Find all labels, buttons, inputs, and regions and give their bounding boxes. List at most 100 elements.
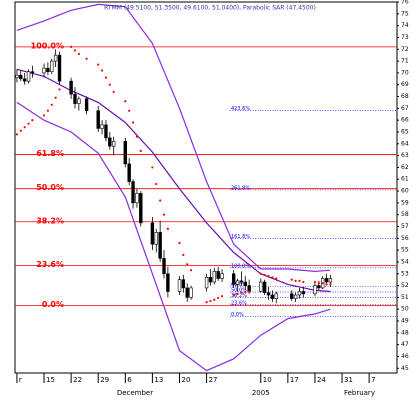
fib-label: 0.0% <box>42 300 64 309</box>
candle-body <box>177 279 182 292</box>
sar-dot <box>271 276 274 279</box>
sar-dot <box>155 182 158 186</box>
fib-label: 100.0% <box>31 41 64 50</box>
sar-dot <box>205 301 208 304</box>
x-tick-label: 27 <box>209 376 218 384</box>
candle-body <box>270 294 275 299</box>
candle-body <box>26 71 31 82</box>
candle-body <box>181 279 186 289</box>
sar-dot <box>124 100 127 103</box>
candle-body <box>30 71 35 74</box>
sar-dot <box>97 63 100 66</box>
sar-dot <box>58 88 61 91</box>
y-tick-label: 60 <box>401 188 409 195</box>
fib-ext-label: 0.0% <box>231 312 244 318</box>
sar-dot <box>321 282 324 285</box>
candle-body <box>53 54 58 62</box>
candle-body <box>189 287 193 298</box>
candle-body <box>57 54 62 82</box>
candle-body <box>42 67 46 74</box>
plot-frame <box>14 1 398 374</box>
y-tick-label: 76 <box>401 0 409 6</box>
sar-dot <box>259 272 262 275</box>
candle-body <box>204 276 209 289</box>
candle-body <box>185 287 189 298</box>
chart-title: RTMM (49.5100, 51.3500, 49.6100, 51.0400… <box>104 5 316 12</box>
sar-dot <box>166 227 169 230</box>
y-tick-label: 52 <box>401 282 409 289</box>
candle-body <box>84 98 89 112</box>
sar-dot <box>27 122 30 125</box>
y-tick-label: 66 <box>401 117 409 124</box>
fib-ext-label: 261.8% <box>231 185 250 191</box>
fib-label: 50.0% <box>36 183 64 192</box>
y-tick-label: 71 <box>401 58 409 65</box>
candle-body <box>108 137 112 147</box>
x-tick-label: 17 <box>290 376 299 384</box>
candle-body <box>15 74 19 78</box>
fib-ext-label: 423.6% <box>231 106 250 112</box>
x-tick-label: 22 <box>73 376 82 384</box>
sar-dot <box>236 292 239 295</box>
candle-body <box>290 293 294 299</box>
candle-body <box>324 278 329 283</box>
sar-dot <box>135 135 139 138</box>
y-tick-label: 72 <box>401 46 409 53</box>
candle-body <box>69 80 73 95</box>
y-tick-label: 50 <box>401 306 409 313</box>
sar-dot <box>85 57 88 60</box>
month-label: February <box>344 389 375 397</box>
sar-dot <box>298 279 301 282</box>
candle-body <box>235 280 240 285</box>
y-tick-label: 46 <box>401 353 409 360</box>
candle-body <box>104 124 108 139</box>
y-tick-label: 56 <box>401 235 409 242</box>
candle-body <box>73 93 77 104</box>
candle-body <box>262 281 267 293</box>
candle-body <box>123 141 128 165</box>
y-tick-label: 73 <box>401 34 409 41</box>
x-tick-label: 13 <box>154 376 163 384</box>
sar-dot <box>42 114 46 117</box>
y-tick-label: 67 <box>401 105 409 112</box>
band-line <box>16 101 331 372</box>
sar-dot <box>325 283 328 286</box>
sar-dot <box>186 263 189 266</box>
y-tick-label: 61 <box>401 176 409 183</box>
y-tick-label: 57 <box>401 223 409 230</box>
sar-dot <box>128 109 131 112</box>
candle-body <box>150 222 155 245</box>
band-line <box>16 3 331 273</box>
sar-dot <box>189 269 193 272</box>
y-tick-label: 69 <box>401 81 409 88</box>
candle-body <box>231 273 236 285</box>
sar-dot <box>182 253 185 256</box>
candle-body <box>293 294 298 299</box>
candle-body <box>139 193 143 224</box>
sar-dot <box>329 283 332 286</box>
x-tick-label: 20 <box>181 376 190 384</box>
candle-body <box>131 181 135 204</box>
y-tick-label: 55 <box>401 247 409 254</box>
y-tick-label: 59 <box>401 199 409 206</box>
fib-label: 23.6% <box>36 260 64 269</box>
candle-body <box>274 293 278 299</box>
sar-dot <box>54 96 57 99</box>
candle-body <box>208 276 213 283</box>
sar-dot <box>23 126 26 129</box>
sar-dot <box>50 103 53 106</box>
candle-body <box>111 141 116 147</box>
candle-body <box>135 193 139 204</box>
sar-dot <box>217 296 220 300</box>
candle-body <box>243 281 247 286</box>
fib-ext-label: 161.8% <box>231 234 250 240</box>
sar-dot <box>248 290 251 293</box>
candle-body <box>158 232 162 259</box>
sar-dot <box>263 273 266 277</box>
x-tick-label: 6 <box>127 376 132 384</box>
y-tick-label: 53 <box>401 270 409 277</box>
x-tick-label: 15 <box>46 376 55 384</box>
y-tick-label: 47 <box>401 341 409 348</box>
